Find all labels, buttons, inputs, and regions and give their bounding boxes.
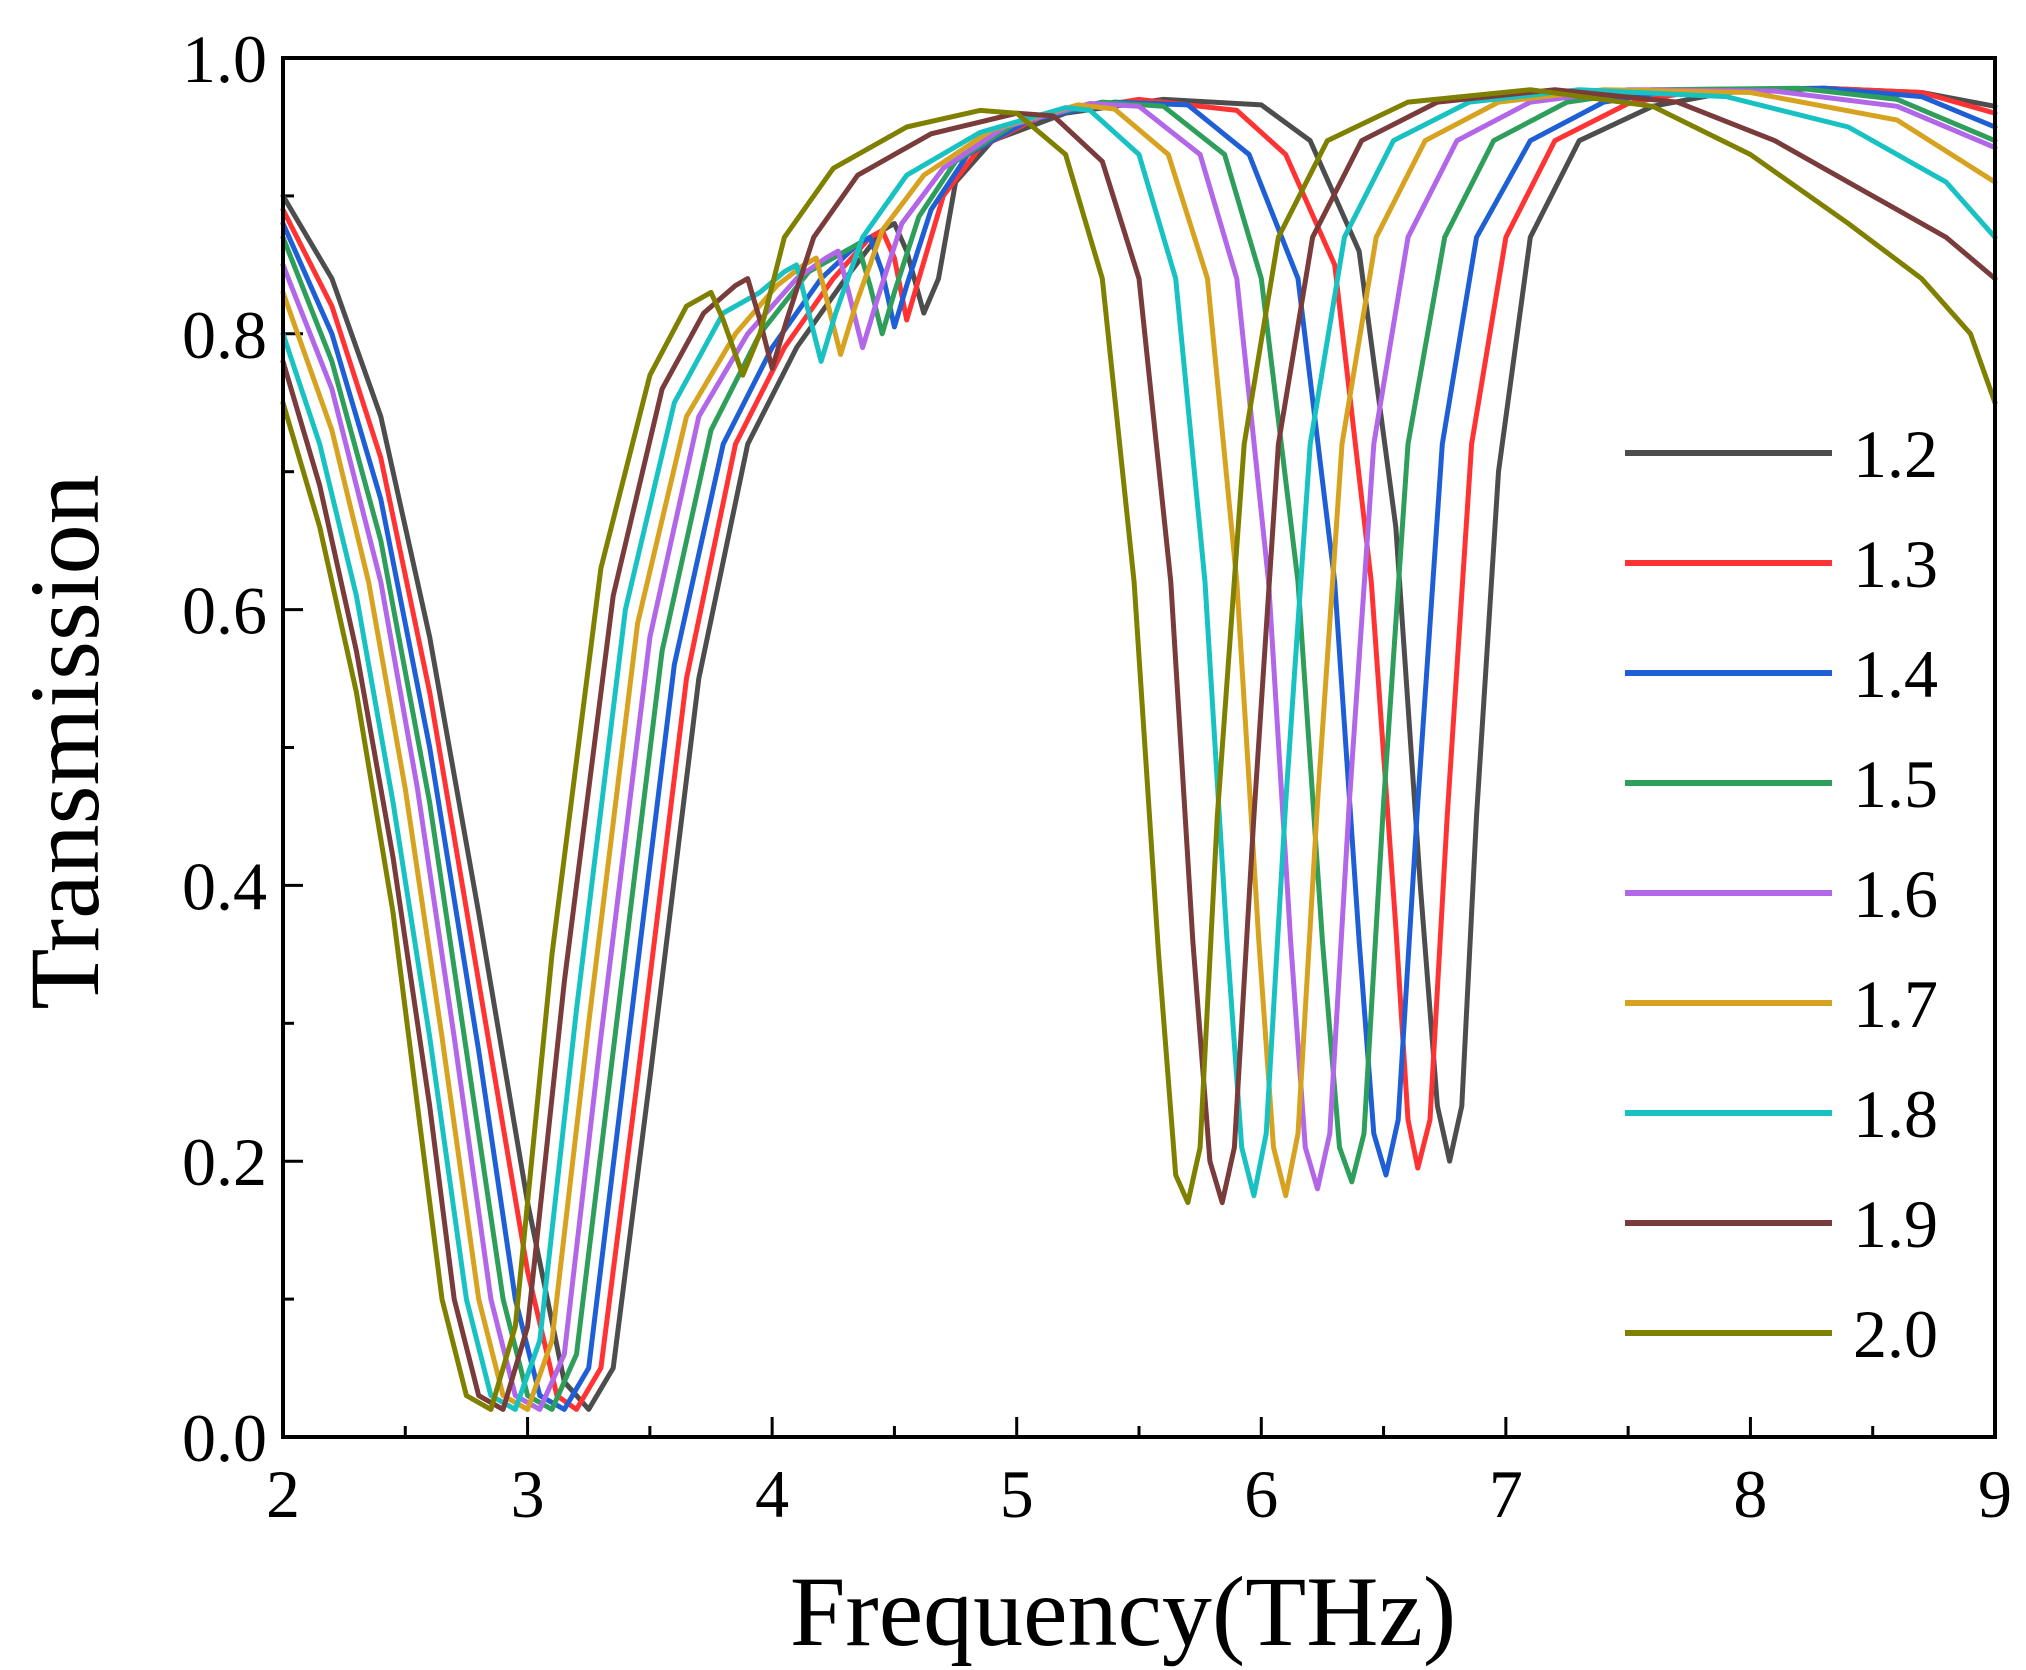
x-tick-label: 7 [1489,1456,1523,1532]
series-line-1.5 [280,85,1998,1412]
x-tick-label: 9 [1978,1456,2012,1532]
x-tick-label: 3 [511,1456,545,1532]
x-tick-label: 6 [1244,1456,1278,1532]
series-layer [280,85,1998,1412]
legend: 1.2 1.3 1.4 1.5 1.6 1.7 1.8 1.9 2.0 [1625,416,1938,1372]
legend-label-1.3: 1.3 [1853,526,1938,602]
y-axis: 0.0 0.2 0.4 0.6 0.8 1.0 [182,21,303,1476]
y-tick-label: 0.6 [182,573,267,649]
y-axis-title: Transmission [9,474,120,1009]
legend-label-1.8: 1.8 [1853,1076,1938,1152]
y-tick-label: 0.0 [182,1400,267,1476]
legend-label-2.0: 2.0 [1853,1296,1938,1372]
legend-label-1.2: 1.2 [1853,416,1938,492]
y-tick-label: 0.8 [182,297,267,373]
series-line-1.4 [280,85,1998,1412]
legend-label-1.7: 1.7 [1853,966,1938,1042]
series-line-2.0 [280,87,1998,1412]
x-tick-label: 8 [1733,1456,1767,1532]
x-tick-label: 2 [266,1456,300,1532]
x-axis: 2 3 4 5 6 7 8 9 [266,1417,2012,1532]
legend-label-1.6: 1.6 [1853,856,1938,932]
x-tick-label: 4 [755,1456,789,1532]
legend-label-1.9: 1.9 [1853,1186,1938,1262]
series-line-1.8 [280,87,1998,1412]
y-tick-label: 1.0 [182,21,267,97]
y-tick-label: 0.2 [182,1124,267,1200]
x-tick-label: 5 [1000,1456,1034,1532]
legend-label-1.4: 1.4 [1853,636,1938,712]
legend-label-1.5: 1.5 [1853,746,1938,822]
series-line-1.9 [280,87,1998,1412]
x-axis-title: Frequency(THz) [790,1556,1456,1667]
series-line-1.2 [280,85,1998,1412]
plot-frame [281,56,1997,1439]
y-tick-label: 0.4 [182,848,267,924]
